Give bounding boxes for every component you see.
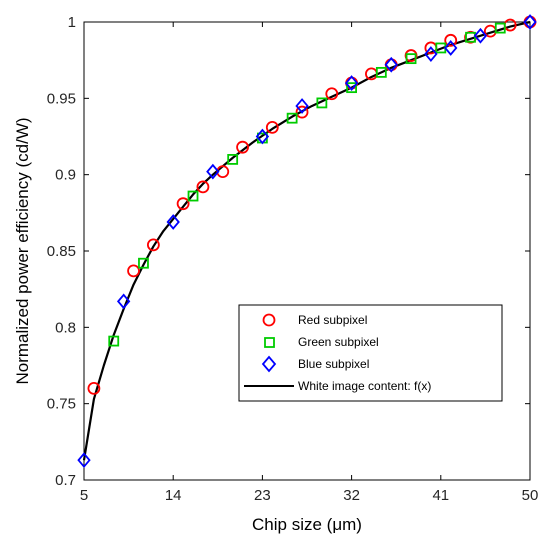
legend-label-green: Green subpixel — [298, 335, 379, 349]
marker-blue-point — [255, 128, 270, 145]
marker-red-point — [444, 33, 458, 47]
y-tick-label: 0.85 — [47, 243, 76, 260]
legend: Red subpixel Green subpixel Blue subpixe… — [238, 304, 503, 402]
y-axis-label: Normalized power efficiency (cd/W) — [13, 117, 32, 384]
marker-red-point — [196, 180, 210, 194]
marker-blue-point — [344, 75, 359, 91]
marker-green-point — [494, 22, 506, 34]
marker-blue-point — [473, 27, 488, 44]
marker-green-point — [187, 190, 199, 202]
marker-red-point — [176, 197, 190, 211]
marker-red-point — [265, 120, 279, 134]
legend-marker-blue — [261, 355, 277, 373]
marker-red-point — [146, 238, 160, 252]
marker-blue-point — [424, 46, 438, 62]
marker-green-point — [108, 335, 120, 347]
marker-green-point — [316, 97, 328, 109]
x-tick-label: 23 — [254, 487, 271, 504]
y-tick-label: 0.95 — [47, 90, 76, 107]
marker-green-point — [286, 112, 298, 124]
legend-label-white: White image content: f(x) — [298, 379, 431, 393]
marker-blue-point — [523, 14, 537, 30]
marker-green-point — [346, 82, 358, 94]
marker-red-point — [404, 49, 418, 62]
y-tick-label: 0.8 — [55, 319, 76, 336]
marker-blue-point — [77, 452, 91, 469]
marker-blue-point — [206, 163, 220, 180]
marker-green-point — [405, 53, 417, 65]
marker-red-point — [325, 87, 339, 101]
y-tick-label: 0.9 — [55, 167, 76, 184]
y-tick-label: 1 — [68, 14, 76, 31]
x-tick-label: 41 — [432, 487, 449, 504]
marker-red-point — [236, 140, 249, 154]
marker-blue-point — [295, 98, 309, 114]
markers-group — [77, 14, 537, 469]
marker-green-point — [375, 66, 387, 78]
marker-blue-point — [166, 214, 180, 230]
marker-blue-point — [444, 40, 458, 56]
marker-red-point — [127, 264, 140, 278]
x-tick-label: 32 — [343, 487, 360, 504]
y-tick-label: 0.7 — [55, 472, 76, 489]
x-tick-label: 14 — [165, 487, 182, 504]
x-tick-label: 5 — [80, 487, 88, 504]
y-tick-label: 0.75 — [47, 396, 76, 413]
ticks: 5 14 23 32 41 50 0.7 0.75 0.8 0.85 0.9 0.95 1 — [47, 14, 539, 504]
x-axis-label: Chip size (μm) — [252, 515, 362, 534]
marker-green-point — [227, 153, 239, 165]
legend-marker-red — [262, 313, 276, 327]
plot-frame — [83, 21, 531, 481]
legend-label-blue: Blue subpixel — [298, 357, 369, 371]
marker-red-point — [295, 105, 309, 119]
marker-green-point — [138, 257, 149, 269]
marker-blue-point — [384, 56, 398, 73]
legend-label-red: Red subpixel — [298, 313, 367, 327]
marker-red-point — [87, 381, 101, 395]
marker-green-point — [465, 31, 476, 43]
legend-marker-green — [264, 337, 275, 348]
x-tick-label: 50 — [522, 487, 539, 504]
marker-blue-point — [116, 293, 131, 310]
